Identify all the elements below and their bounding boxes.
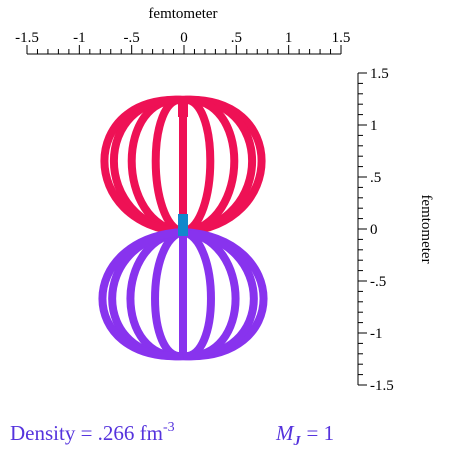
surface-ribbon-front [151, 228, 185, 361]
mj-text: = 1 [307, 421, 335, 445]
density-exponent: -3 [163, 420, 175, 435]
x-tick-label: -.5 [124, 30, 140, 46]
surface-ribbon-front [182, 95, 239, 236]
y-tick-label: 0 [370, 222, 378, 238]
surface-stem [178, 214, 188, 236]
mj-label: MJ = 1 [275, 421, 334, 449]
surface-ribbon-front [182, 228, 240, 361]
density-label: Density = .266 fm-3 [10, 420, 175, 445]
y-tick-label: 1.5 [370, 66, 389, 82]
x-tick-label: -1.5 [15, 30, 39, 46]
density-text: Density = .266 fm [10, 421, 163, 445]
y-axis-label: femtometer [418, 194, 434, 263]
y-tick-label: -1 [370, 326, 383, 342]
surface-ribbon-front [181, 228, 215, 361]
surface-ribbon-front [151, 95, 185, 236]
mj-symbol: M [275, 421, 295, 445]
x-axis-label: femtometer [148, 6, 217, 22]
mj-subscript: J [293, 434, 302, 449]
x-tick-label: 0 [180, 30, 188, 46]
surface-ribbon-front [100, 95, 184, 236]
y-tick-label: -1.5 [370, 378, 394, 394]
x-tick-label: .5 [231, 30, 242, 46]
surface-ribbon-front [98, 228, 184, 361]
surface [98, 95, 268, 361]
surface-stem [178, 97, 188, 117]
x-tick-label: -1 [73, 30, 86, 46]
y-tick-label: 1 [370, 118, 378, 134]
x-tick-label: 1.5 [332, 30, 351, 46]
surface-ribbon-front [181, 95, 215, 236]
y-tick-label: -.5 [370, 274, 386, 290]
y-tick-label: .5 [370, 170, 381, 186]
x-tick-label: 1 [285, 30, 293, 46]
